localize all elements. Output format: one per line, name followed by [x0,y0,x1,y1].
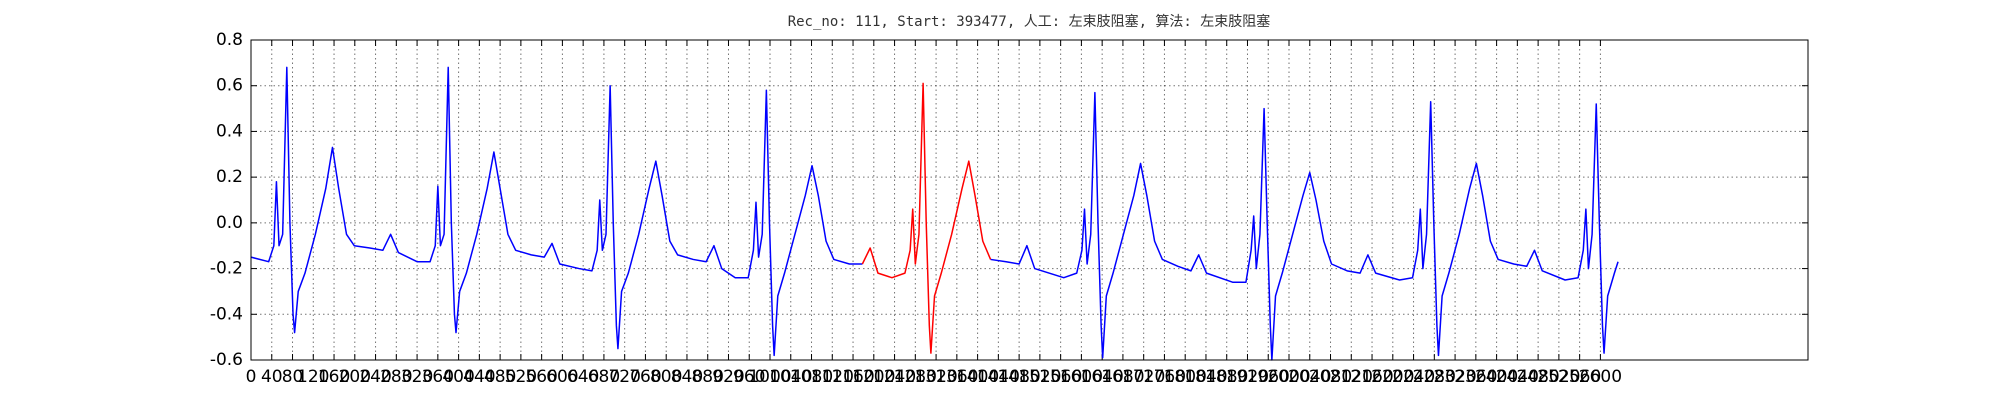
x-tick-label: 1200 [852,367,895,387]
y-tick-label: -0.4 [210,304,243,324]
y-tick-label: 0.0 [216,213,243,233]
x-tick-label: 2120 [1330,367,1373,387]
x-tick-label: 1640 [1081,367,1124,387]
x-tick-label: 1760 [1143,367,1186,387]
x-tick-label: 2280 [1413,367,1456,387]
x-tick-label: 1680 [1101,367,1144,387]
x-tick-label: 2400 [1475,367,1518,387]
x-tick-label: 160 [318,367,350,387]
y-tick-label: 0.2 [216,167,243,187]
y-tick-label: 0.6 [216,76,243,96]
x-tick-label: 1000 [748,367,791,387]
x-tick-label: 600 [546,367,578,387]
x-tick-label: 40 [261,367,283,387]
x-tick-label: 200 [339,367,371,387]
x-tick-label: 560 [525,367,557,387]
x-tick-label: 960 [733,367,765,387]
x-tick-label: 2440 [1496,367,1539,387]
x-tick-label: 240 [359,367,391,387]
x-tick-label: 1280 [894,367,937,387]
x-tick-label: 1120 [811,367,854,387]
x-tick-label: 1800 [1164,367,1207,387]
x-tick-label: 1600 [1060,367,1103,387]
x-tick-label: 1960 [1247,367,1290,387]
x-tick-label: 1440 [977,367,1020,387]
x-tick-label: 1840 [1184,367,1227,387]
x-tick-label: 2480 [1516,367,1559,387]
x-tick-label: 1920 [1226,367,1269,387]
x-tick-label: 1160 [831,367,874,387]
x-tick-label: 2080 [1309,367,1352,387]
x-tick-label: 840 [671,367,703,387]
y-tick-label: -0.2 [210,259,243,279]
x-tick-label: 400 [442,367,474,387]
x-tick-label: 320 [401,367,433,387]
x-tick-label: 2520 [1537,367,1580,387]
x-tick-label: 2360 [1454,367,1497,387]
x-tick-label: 760 [629,367,661,387]
ecg-line [861,82,992,354]
x-tick-label: 360 [422,367,454,387]
x-tick-label: 2560 [1558,367,1601,387]
y-tick-label: 0.4 [216,121,243,141]
x-tick-label: 280 [380,367,412,387]
x-tick-label: 120 [297,367,329,387]
x-tick-label: 1560 [1039,367,1082,387]
x-tick-label: 520 [505,367,537,387]
x-tick-label: 2600 [1579,367,1622,387]
x-tick-label: 800 [650,367,682,387]
x-tick-label: 1520 [1018,367,1061,387]
x-tick-label: 1240 [873,367,916,387]
x-tick-label: 920 [712,367,744,387]
y-tick-label: 0.8 [216,30,243,50]
x-tick-label: 2160 [1350,367,1393,387]
x-tick-label: 1880 [1205,367,1248,387]
x-tick-label: 2240 [1392,367,1435,387]
ecg-line [250,66,1619,361]
x-tick-label: 2040 [1288,367,1331,387]
x-tick-label: 720 [608,367,640,387]
y-tick-label: -0.6 [210,350,243,370]
x-tick-label: 1400 [956,367,999,387]
x-tick-label: 1080 [790,367,833,387]
x-tick-label: 2200 [1371,367,1414,387]
x-tick-label: 1320 [914,367,957,387]
chart-title: Rec_no: 111, Start: 393477, 人工: 左束肢阻塞, 算… [788,13,1271,30]
x-tick-label: 80 [282,367,304,387]
x-tick-label: 880 [691,367,723,387]
x-tick-label: 1480 [997,367,1040,387]
plot-frame [250,39,1809,361]
x-tick-label: 1720 [1122,367,1165,387]
x-tick-label: 0 [246,367,257,387]
x-tick-label: 2320 [1433,367,1476,387]
x-tick-label: 680 [588,367,620,387]
x-tick-label: 440 [463,367,495,387]
x-tick-label: 1360 [935,367,978,387]
x-tick-label: 640 [567,367,599,387]
x-tick-label: 2000 [1267,367,1310,387]
x-tick-label: 480 [484,367,516,387]
x-tick-label: 1040 [769,367,812,387]
